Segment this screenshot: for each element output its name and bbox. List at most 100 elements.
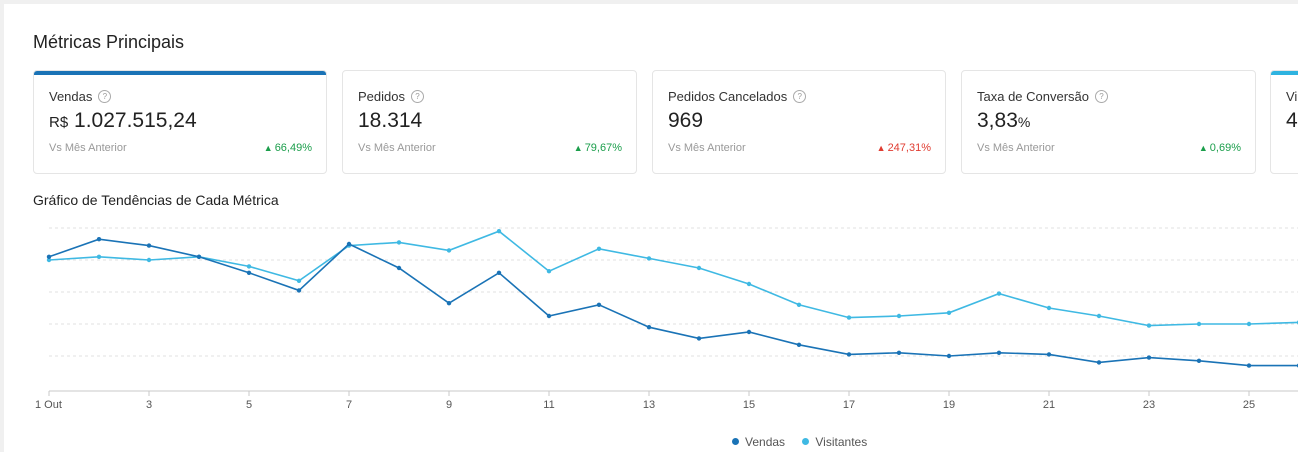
data-point-vendas [646,325,652,330]
data-point-visitantes [46,257,52,263]
legend-item-visitantes[interactable]: Visitantes [802,435,867,449]
legend-item-vendas[interactable]: Vendas [732,435,785,449]
chart-legend: Vendas Visitantes [732,435,881,449]
x-tick-label: 23 [1143,399,1155,411]
metric-card-taxa-de-conversao[interactable]: Taxa de Conversão? 3,83% Vs Mês Anterior… [961,70,1256,174]
card-label: Taxa de Conversão [977,89,1090,104]
delta-badge: ▲ 0,69% [1199,142,1241,154]
data-point-visitantes [96,254,102,259]
key-metrics-panel: Métricas Principais Vendas? R$ 1.027.515… [4,4,1298,452]
card-value-number: 1.027.515,24 [74,109,197,132]
data-point-vendas [46,254,52,259]
data-point-visitantes [896,313,902,319]
metric-card-vendas[interactable]: Vendas? R$ 1.027.515,24 Vs Mês Anterior … [33,70,327,174]
data-point-visitantes [1196,321,1202,327]
delta-badge: ▲ 247,31% [877,142,931,154]
card-label: Pedidos Cancelados [668,89,788,104]
metric-card-pedidos-cancelados[interactable]: Pedidos Cancelados? 969 Vs Mês Anterior … [652,70,946,174]
data-point-visitantes [596,246,602,251]
x-tick-label: 11 [543,399,554,411]
data-point-visitantes [1246,321,1252,327]
x-tick-label: 19 [943,399,955,411]
x-tick-label: 7 [346,399,352,411]
data-point-vendas [596,302,602,307]
card-value-number: 3,83 [977,109,1018,132]
chart-title: Gráfico de Tendências de Cada Métrica [33,192,279,208]
x-tick-label: 25 [1243,399,1255,411]
card-value: 18.314 [358,109,422,133]
x-tick-label: 17 [843,399,855,411]
data-point-vendas [1096,360,1102,365]
card-value-number: 969 [668,109,704,132]
data-point-visitantes [746,281,752,287]
data-point-vendas [496,270,502,275]
data-point-visitantes [996,291,1002,296]
metric-card-pedidos[interactable]: Pedidos? 18.314 Vs Mês Anterior ▲ 79,67% [342,70,637,174]
data-point-vendas [146,243,152,248]
card-value-unit: % [1017,114,1031,130]
data-point-visitantes [296,278,302,283]
data-point-vendas [396,265,402,271]
data-point-vendas [746,329,752,335]
data-point-visitantes [396,240,402,245]
x-tick-label: 1 Out [35,399,62,411]
delta-value: 79,67% [584,142,622,154]
data-point-visitantes [146,257,152,263]
help-icon[interactable]: ? [98,90,112,104]
data-point-vendas [846,352,852,357]
data-point-vendas [196,254,202,259]
page-title: Métricas Principais [33,32,185,52]
legend-label: Vendas [745,435,786,449]
data-point-visitantes [496,229,502,234]
data-point-visitantes [846,315,852,320]
data-point-vendas [96,237,102,242]
x-tick-label: 5 [246,399,252,411]
card-value: R$ 1.027.515,24 [49,109,197,133]
data-point-vendas [546,313,552,319]
data-point-vendas [296,288,302,293]
data-point-visitantes [796,302,802,307]
triangle-up-icon: ▲ [876,143,886,153]
data-point-visitantes [446,248,452,253]
metric-card-visitantes[interactable]: Vi 4 [1270,70,1298,174]
data-point-visitantes [1046,305,1052,311]
card-compare-label: Vs Mês Anterior [668,142,746,154]
legend-label: Visitantes [815,435,868,449]
data-point-vendas [796,342,802,347]
card-compare-label: Vs Mês Anterior [358,142,436,154]
x-tick-label: 9 [446,399,452,411]
data-point-visitantes [1096,313,1102,319]
trend-chart: 1 Out 3 5 7 9 11 13 15 17 19 21 23 25 [35,227,1298,411]
help-icon[interactable]: ? [793,90,807,104]
data-point-vendas [946,353,952,359]
delta-badge: ▲ 79,67% [574,142,622,154]
data-point-visitantes [246,264,252,269]
card-compare-label: Vs Mês Anterior [977,142,1055,154]
data-point-visitantes [1146,323,1152,328]
data-point-visitantes [696,265,702,271]
data-point-visitantes [546,269,552,274]
data-point-vendas [1146,355,1152,360]
legend-dot [732,438,739,446]
card-value-number: 18.314 [358,109,423,132]
help-icon[interactable]: ? [1095,90,1109,104]
card-value-number: 4 [1286,109,1298,132]
x-tick-label: 3 [146,399,152,411]
data-point-vendas [696,336,702,341]
data-point-vendas [1246,363,1252,368]
card-value: 4 [1286,109,1298,133]
help-icon[interactable]: ? [410,90,424,104]
card-value: 969 [668,109,703,133]
delta-badge: ▲ 66,49% [264,142,312,154]
data-point-visitantes [646,256,652,261]
x-tick-label: 21 [1043,399,1055,411]
card-label: Vi [1286,89,1298,104]
triangle-up-icon: ▲ [263,143,273,153]
data-point-vendas [896,350,902,355]
data-point-vendas [996,350,1002,355]
series-line-vendas [48,238,1298,367]
legend-dot [802,438,810,446]
delta-value: 247,31% [887,142,931,154]
data-point-vendas [446,301,452,306]
data-point-vendas [1046,352,1052,357]
